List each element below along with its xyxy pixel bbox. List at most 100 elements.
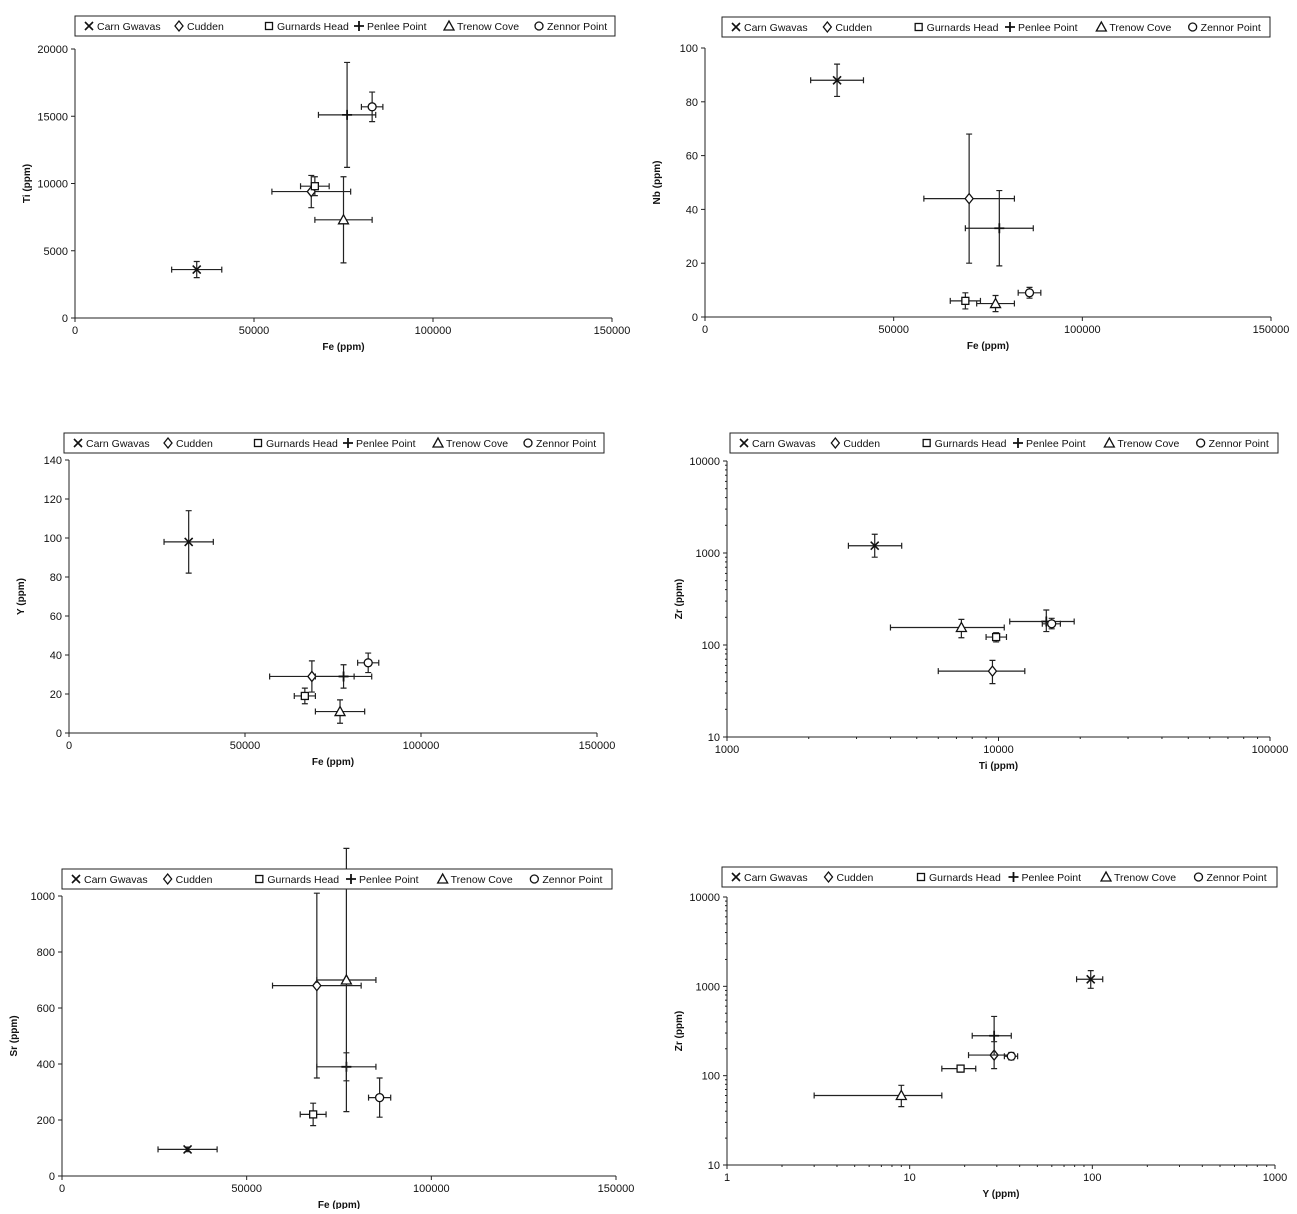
y-tick-label: 0 — [56, 728, 62, 740]
marker-point-cudden — [307, 670, 317, 683]
series-cudden — [937, 659, 1026, 685]
x-axis-title: Ti (ppm) — [979, 761, 1018, 772]
marker-point-gurnards-head — [308, 1110, 318, 1119]
marker-point-trenow-cove — [989, 297, 1002, 309]
marker-legend-zennor-point — [529, 874, 539, 884]
marker-point-gurnards-head — [991, 632, 1001, 642]
marker-legend-carn-gwavas — [739, 438, 749, 448]
series-gurnards-head — [941, 1064, 977, 1073]
marker-legend-gurnards-head — [916, 872, 926, 882]
x-tick-label: 1 — [724, 1172, 730, 1184]
legend-label-penlee-point: Penlee Point — [359, 874, 419, 886]
legend-label-zennor-point: Zennor Point — [1201, 22, 1261, 34]
marker-point-trenow-cove — [895, 1089, 908, 1101]
legend-label-trenow-cove: Trenow Cove — [457, 21, 519, 33]
marker-legend-trenow-cove — [431, 436, 445, 448]
series-trenow-cove — [813, 1084, 943, 1108]
series-gurnards-head — [985, 632, 1008, 643]
series-gurnards-head — [299, 176, 330, 197]
marker-point-zennor-point — [1006, 1051, 1016, 1061]
x-tick-label: 100000 — [415, 325, 452, 337]
marker-legend-cudden — [174, 19, 184, 33]
marker-legend-trenow-cove — [1099, 870, 1113, 882]
marker-legend-cudden — [822, 20, 833, 34]
x-tick-label: 150000 — [598, 1183, 635, 1195]
x-axis-title: Y (ppm) — [982, 1189, 1019, 1200]
series-penlee-point — [971, 1015, 1012, 1056]
y-tick-label: 800 — [37, 947, 55, 959]
marker-point-carn-gwavas — [184, 537, 194, 547]
marker-legend-trenow-cove — [442, 19, 456, 31]
x-tick-label: 1000 — [715, 744, 739, 756]
legend-label-cudden: Cudden — [176, 438, 213, 450]
legend-label-penlee-point: Penlee Point — [367, 21, 427, 33]
marker-point-zennor-point — [1024, 288, 1035, 298]
legend-box — [74, 15, 616, 37]
y-tick-label: 20 — [686, 258, 698, 270]
marker-legend-cudden — [162, 872, 173, 886]
y-tick-label: 40 — [686, 204, 698, 216]
x-axis-title: Fe (ppm) — [312, 757, 354, 768]
marker-point-zennor-point — [1047, 619, 1057, 629]
legend-label-zennor-point: Zennor Point — [1207, 872, 1267, 884]
y-tick-label: 1000 — [31, 891, 55, 903]
legend-box — [721, 16, 1271, 38]
series-zennor-point — [367, 1077, 392, 1118]
marker-legend-zennor-point — [534, 21, 544, 31]
legend-label-trenow-cove: Trenow Cove — [451, 874, 513, 886]
y-tick-label: 120 — [44, 494, 62, 506]
marker-legend-penlee-point — [343, 438, 353, 448]
y-tick-label: 60 — [50, 611, 62, 623]
x-tick-label: 50000 — [239, 325, 270, 337]
series-penlee-point — [1009, 609, 1075, 633]
y-tick-label: 10000 — [689, 456, 720, 468]
legend-label-gurnards-head: Gurnards Head — [266, 438, 338, 450]
y-tick-label: 0 — [62, 313, 68, 325]
series-gurnards-head — [949, 292, 982, 310]
chart-panel-1: 0 50000 100000 150000 0 5000 10000 15000 20000 Fe… — [22, 15, 631, 353]
marker-point-gurnards-head — [310, 182, 320, 191]
marker-legend-cudden — [163, 436, 173, 450]
x-axis-title: Fe (ppm) — [318, 1200, 360, 1209]
x-tick-label: 100000 — [1252, 744, 1289, 756]
series-carn-gwavas — [171, 260, 223, 279]
legend-label-trenow-cove: Trenow Cove — [1109, 22, 1171, 34]
marker-point-penlee-point — [989, 1030, 1000, 1041]
chart-panel-3: 0 50000 100000 150000 0 20 40 60 80 100 120 140 Fe (… — [16, 432, 615, 768]
x-tick-label: 150000 — [594, 325, 631, 337]
series-zennor-point — [1041, 617, 1061, 630]
y-tick-label: 60 — [686, 151, 698, 163]
y-axis-title: Ti (ppm) — [22, 164, 33, 203]
marker-point-gurnards-head — [956, 1064, 965, 1073]
marker-point-trenow-cove — [337, 213, 350, 225]
legend-label-carn-gwavas: Carn Gwavas — [86, 438, 150, 450]
series-zennor-point — [1003, 1051, 1019, 1061]
series-trenow-cove — [314, 699, 366, 724]
marker-point-trenow-cove — [340, 973, 353, 985]
y-axis-title: Zr (ppm) — [674, 1011, 685, 1052]
marker-point-penlee-point — [994, 223, 1005, 234]
y-tick-label: 200 — [37, 1115, 55, 1127]
x-tick-label: 100000 — [413, 1183, 450, 1195]
x-error-bar — [813, 1092, 943, 1099]
marker-legend-gurnards-head — [914, 22, 923, 32]
marker-legend-penlee-point — [354, 21, 364, 31]
legend-label-gurnards-head: Gurnards Head — [277, 21, 349, 33]
marker-legend-trenow-cove — [1095, 20, 1108, 32]
legend-panel-2: Carn Gwavas Cudden Gurnards Head Penlee Poi… — [721, 16, 1271, 38]
x-axis-title: Fe (ppm) — [322, 342, 364, 353]
x-tick-label: 50000 — [878, 324, 909, 336]
y-axis-title: Sr (ppm) — [9, 1015, 20, 1056]
legend-label-penlee-point: Penlee Point — [1018, 22, 1078, 34]
legend-label-carn-gwavas: Carn Gwavas — [752, 438, 816, 450]
series-cudden — [271, 174, 352, 209]
y-axis-title: Zr (ppm) — [674, 579, 685, 620]
y-tick-label: 100 — [680, 43, 698, 55]
legend-panel-6: Carn Gwavas Cudden Gurnards Head Penlee Poi… — [721, 866, 1278, 888]
series-trenow-cove — [889, 618, 1005, 639]
marker-legend-carn-gwavas — [84, 21, 94, 31]
legend-panel-5: Carn Gwavas Cudden Gurnards Head Penlee Poi… — [61, 868, 613, 890]
x-tick-label: 50000 — [230, 740, 261, 752]
marker-point-zennor-point — [367, 102, 377, 112]
